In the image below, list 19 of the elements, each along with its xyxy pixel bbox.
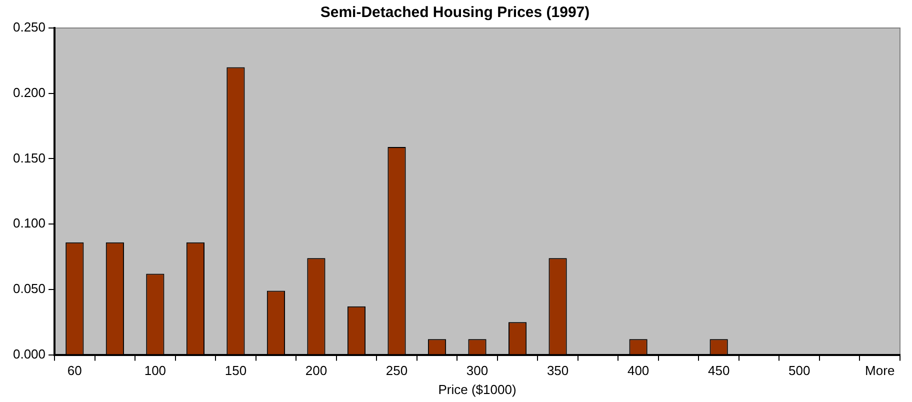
x-tick-label: 350 <box>546 363 569 378</box>
y-tick-label: 0.000 <box>12 346 46 362</box>
x-tick-label: 300 <box>466 363 488 378</box>
x-tick-label: 200 <box>305 363 328 378</box>
y-tick-label: 0.150 <box>12 150 46 166</box>
x-tick-label: 150 <box>224 363 247 378</box>
x-tick-label: 400 <box>627 363 650 378</box>
y-tick-label: 0.200 <box>12 84 46 100</box>
x-tick-label: 60 <box>67 363 82 378</box>
y-tick-label: 0.050 <box>12 281 46 296</box>
y-tick-label: 0.250 <box>12 20 46 35</box>
x-tick-label: 100 <box>144 363 166 378</box>
x-axis-title: Price ($1000) <box>438 382 516 397</box>
x-tick-label: More <box>865 363 895 378</box>
chart-title: Semi-Detached Housing Prices (1997) <box>320 4 590 22</box>
x-tick-label: 500 <box>788 363 810 378</box>
x-tick-label: 450 <box>708 363 730 378</box>
y-tick-label: 0.100 <box>12 216 46 231</box>
x-tick-label: 250 <box>386 363 408 378</box>
